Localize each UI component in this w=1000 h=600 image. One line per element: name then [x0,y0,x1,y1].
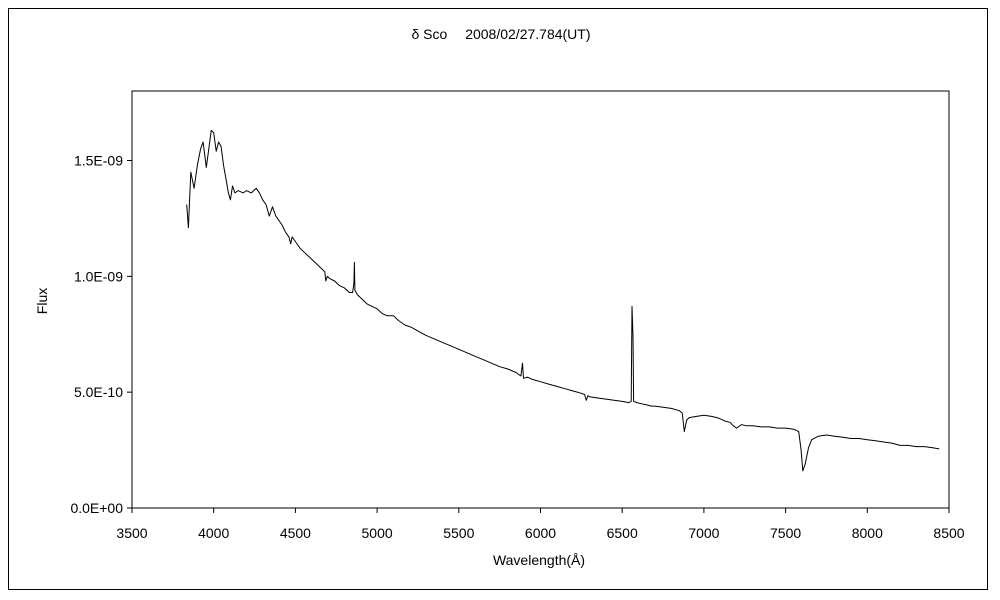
x-tick-label: 5000 [362,525,393,541]
plot-area [131,90,950,509]
x-tick-label: 6000 [525,525,556,541]
y-tick-label: 1.0E-09 [74,268,123,284]
y-axis-label: Flux [34,288,50,314]
y-tick-label: 5.0E-10 [74,384,123,400]
series-layer [186,129,940,472]
x-axis: 3500 4000 4500 5000 5500 6000 6500 7000 7500 8000… [116,508,965,541]
x-tick-label: 8500 [933,525,964,541]
x-tick-label: 5500 [443,525,474,541]
y-tick-label: 1.5E-09 [74,153,123,169]
x-axis-label: Wavelength(Å) [493,552,585,568]
chart-title: δ Sco 2008/02/27.784(UT) [412,26,591,42]
y-axis: 0.0E+00 5.0E-10 1.0E-09 1.5E-09 [70,153,132,516]
x-tick-label: 8000 [852,525,883,541]
y-tick-label: 0.0E+00 [70,500,123,516]
x-tick-label: 6500 [607,525,638,541]
x-tick-label: 7500 [770,525,801,541]
x-tick-label: 4500 [280,525,311,541]
x-tick-label: 3500 [116,525,147,541]
chart-svg: δ Sco 2008/02/27.784(UT) 3500 4000 4500 500… [34,26,965,568]
chart-frame: δ Sco 2008/02/27.784(UT) 3500 4000 4500 500… [8,8,988,590]
x-tick-label: 7000 [688,525,719,541]
spectrum-line [186,129,940,472]
x-tick-label: 4000 [198,525,229,541]
